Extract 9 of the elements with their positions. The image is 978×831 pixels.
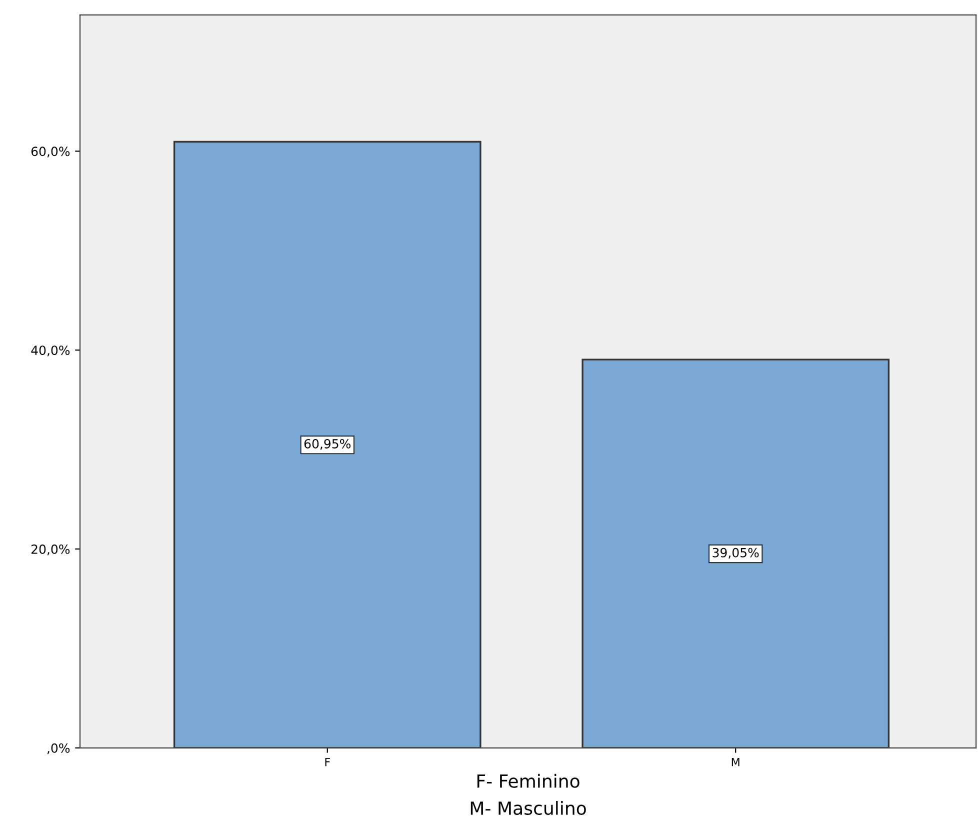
y-tick-label: 40,0% [31, 346, 70, 356]
y-tick-label: 20,0% [31, 544, 70, 556]
data-label: 60,95% [304, 439, 351, 450]
y-tick-label: 60,0% [31, 146, 70, 158]
x-tick-label: F [325, 758, 330, 766]
data-label: 39,05% [712, 548, 759, 559]
x-tick-label: M [732, 758, 740, 766]
y-tick-label: ,0% [47, 743, 70, 754]
x-axis-title: F- Feminino M- Masculino [470, 774, 586, 815]
